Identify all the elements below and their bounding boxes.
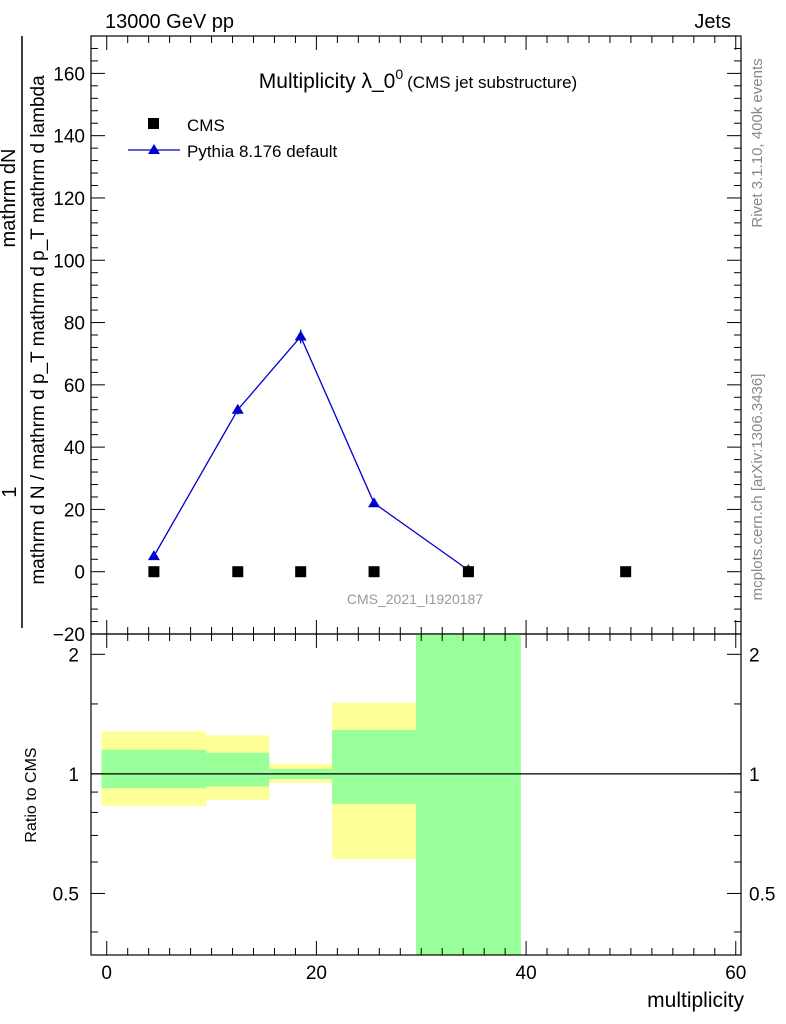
ratio-band-green (101, 749, 207, 789)
ratio-ytick-label: 0.5 (53, 884, 79, 905)
pythia-point (368, 497, 381, 508)
ylabel-fraction-one: 1 (0, 486, 21, 497)
ytick-label: 140 (53, 127, 85, 148)
pythia-point (231, 403, 244, 414)
ratio-ylabel: Ratio to CMS (23, 747, 40, 842)
pythia-point (294, 330, 307, 341)
ytick-label: 120 (53, 189, 85, 210)
ytick-label: 20 (64, 500, 85, 521)
ytick-label: 80 (64, 314, 85, 335)
cms-point (295, 566, 307, 578)
legend-pythia-label: Pythia 8.176 default (187, 142, 338, 161)
ratio-panel: 0.5 0.51 12 20 20 40 60 (53, 633, 775, 984)
ratio-ytick-label-right: 1 (749, 765, 760, 786)
header-left: 13000 GeV pp (105, 11, 234, 33)
ytick-label: 160 (53, 64, 85, 85)
ytick-label: 100 (53, 251, 85, 272)
cms-point (232, 566, 244, 578)
ratio-ytick-label-right: 0.5 (749, 884, 775, 905)
xtick-label: 60 (725, 963, 746, 984)
legend-pythia-marker (148, 144, 160, 154)
ytick-label: 0 (74, 563, 85, 584)
xlabel: multiplicity (647, 989, 744, 1012)
ratio-band-green (416, 634, 521, 955)
xtick-label: 20 (306, 963, 327, 984)
ratio-band-green (206, 752, 270, 787)
legend-cms-marker (148, 118, 159, 129)
watermark: CMS_2021_I1920187 (347, 591, 483, 607)
pythia-series-line (153, 335, 469, 571)
ratio-ytick-label: 1 (68, 765, 79, 786)
ratio-frame (90, 633, 742, 956)
mcplots-label: mcplots.cern.ch [arXiv:1306.3436] (749, 374, 766, 601)
ytick-label: −20 (53, 625, 85, 646)
ytick-label: 40 (64, 438, 85, 459)
xtick-label: 40 (516, 963, 537, 984)
ratio-band-green (332, 729, 416, 804)
cms-point (462, 566, 474, 578)
ratio-ytick-label: 2 (68, 645, 79, 666)
cms-point (148, 566, 160, 578)
header-right: Jets (694, 11, 731, 33)
cms-point (368, 566, 380, 578)
ratio-ytick-label-right: 2 (749, 645, 760, 666)
ylabel-denominator: mathrm d N / mathrm d p_T mathrm d p_T m… (28, 75, 49, 585)
main-panel: −20 0 20 40 60 80 100 120 140 160 Multiplicity λ_0… (53, 35, 742, 646)
pythia-point (147, 550, 160, 561)
cms-point (620, 566, 632, 578)
rivet-label: Rivet 3.1.10, 400k events (749, 58, 766, 227)
ylabel-numerator: mathrm dN (0, 149, 20, 248)
legend-cms-label: CMS (187, 116, 225, 135)
xtick-label: 0 (101, 963, 112, 984)
ytick-label: 60 (64, 376, 85, 397)
chart-title: Multiplicity λ_00 (CMS jet substructure) (259, 66, 577, 93)
